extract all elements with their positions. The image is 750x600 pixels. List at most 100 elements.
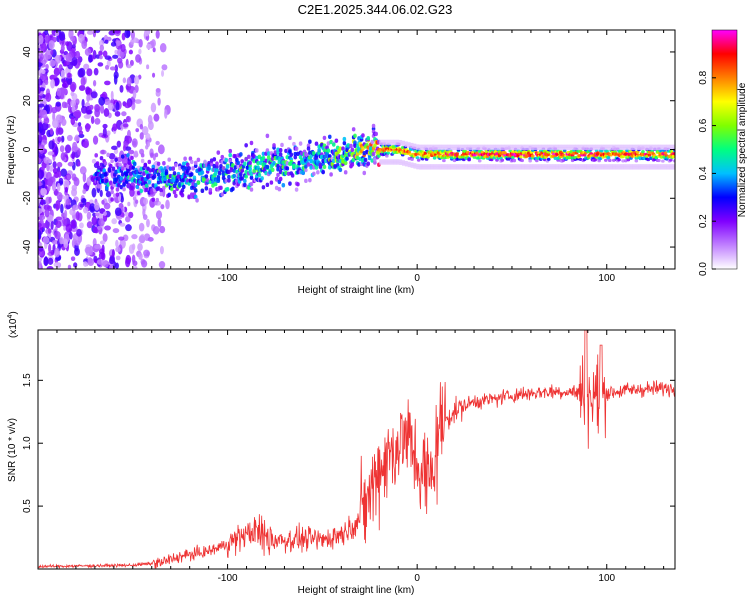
spectrogram-cell <box>82 188 87 195</box>
spectrogram-cell <box>569 164 573 168</box>
spectrogram-cell <box>111 166 116 171</box>
spectrogram-cell <box>618 147 622 151</box>
spectrogram-cell <box>581 164 585 168</box>
spectrogram-cell <box>399 139 403 143</box>
colorbar-tick-label: 0.2 <box>698 214 709 228</box>
spectrogram-cell <box>261 151 266 157</box>
spectrogram-cell <box>113 74 118 85</box>
spectrogram-cell <box>343 170 348 175</box>
spectrogram-cell <box>338 167 343 173</box>
spectrogram-cell <box>606 164 610 168</box>
spectrogram-cell <box>72 205 76 212</box>
spectrogram-cell <box>528 159 532 163</box>
spectrogram-cell <box>586 164 590 168</box>
spectrogram-cell <box>632 144 636 148</box>
spectrogram-cell <box>595 166 599 170</box>
spectrogram-cell <box>541 164 545 168</box>
spectrogram-cell <box>133 75 140 85</box>
spectrogram-cell <box>96 225 102 230</box>
spectrogram-cell <box>586 147 590 151</box>
spectrogram-cell <box>257 172 262 178</box>
spectrogram-cell <box>43 156 50 164</box>
spectrogram-cell <box>475 164 479 168</box>
spectrogram-cell <box>498 166 502 170</box>
spectrogram-cell <box>220 154 225 160</box>
spectrogram-cell <box>350 147 355 153</box>
spectrogram-cell <box>154 183 158 188</box>
spectrogram-cell <box>475 144 479 148</box>
spectrogram-cell <box>576 149 580 153</box>
spectrogram-cell <box>549 164 553 168</box>
spectrogram-cell <box>243 182 247 188</box>
spectrogram-cell <box>363 157 368 163</box>
spectrogram-cell <box>227 174 231 180</box>
spectrogram-cell <box>180 193 185 198</box>
spectrogram-cell <box>416 144 420 148</box>
spectrogram-cell <box>475 147 479 151</box>
spectrogram-cell <box>342 140 347 146</box>
spectrogram-cell <box>373 143 377 148</box>
spectrogram-cell <box>407 144 411 148</box>
spectrogram-cell <box>65 53 73 63</box>
spectrogram-cell <box>433 166 437 170</box>
spectrogram-cell <box>666 147 670 151</box>
spectrogram-cell <box>196 180 201 185</box>
spectrogram-cell <box>249 171 254 177</box>
spectrogram-cell <box>399 142 403 146</box>
spectrogram-cell <box>646 164 650 168</box>
spectrogram-cell <box>493 144 496 148</box>
spectrogram-cell <box>507 164 511 168</box>
spectrogram-cell <box>79 166 87 175</box>
spectrogram-cell <box>555 164 559 168</box>
snr-xtick-label: 0 <box>414 573 420 584</box>
spectrogram-cell <box>227 178 231 183</box>
spectrogram-cell <box>79 222 84 229</box>
spectrogram-cell <box>512 164 516 168</box>
spectrogram-cell <box>108 30 116 36</box>
spectrogram-cell <box>504 164 508 168</box>
spectrogram-cell <box>103 202 111 210</box>
spectrogram-cell <box>109 264 114 269</box>
spectrogram-cell <box>272 160 276 166</box>
spectrogram-cell <box>260 176 264 181</box>
spectrogram-cell <box>66 78 72 86</box>
spectrogram-cell <box>47 228 52 234</box>
spectrogram-cell <box>416 158 421 162</box>
spectrogram-cell <box>61 57 65 64</box>
spectrogram-cell <box>78 85 86 91</box>
spectrogram-cell <box>458 144 462 148</box>
spectrogram-cell <box>638 166 642 170</box>
spectrogram-cell <box>626 164 630 168</box>
spectrogram-cell <box>231 186 235 192</box>
spectrogram-cell <box>544 144 548 148</box>
spectrogram-cell <box>165 199 170 210</box>
spectrogram-cell <box>122 182 126 187</box>
spectrogram-cell <box>399 161 403 165</box>
spectrogram-cell <box>655 147 659 151</box>
spectrogram-cell <box>470 147 474 151</box>
spectrogram-cell <box>612 164 616 168</box>
spectrogram-cell <box>80 76 86 87</box>
spectrogram-cell <box>84 48 92 56</box>
spectrogram-cell <box>155 88 161 93</box>
spectrogram-cell <box>115 192 120 197</box>
spectrogram-cell <box>447 144 451 148</box>
spectrogram-cell <box>649 156 653 161</box>
spectrogram-cell <box>191 166 195 171</box>
spectrogram-cell <box>663 164 667 168</box>
spectrogram-cell <box>484 166 488 170</box>
spectrogram-cell <box>236 160 240 165</box>
spectrogram-cell <box>493 147 496 151</box>
spectrogram-cell <box>589 164 593 168</box>
spectrogram-ytick-label: 0 <box>22 146 33 152</box>
spectrogram-cell <box>404 143 408 147</box>
spectrogram-cell <box>467 157 471 161</box>
spectrogram-cell <box>578 164 582 168</box>
spectrogram-cell <box>81 40 88 50</box>
spectrogram-cell <box>63 225 67 231</box>
spectrogram-cell <box>484 150 489 154</box>
spectrogram-cell <box>493 166 496 170</box>
spectrogram-cell <box>38 121 43 128</box>
spectrogram-cell <box>524 144 528 148</box>
spectrogram-cell <box>478 144 482 148</box>
